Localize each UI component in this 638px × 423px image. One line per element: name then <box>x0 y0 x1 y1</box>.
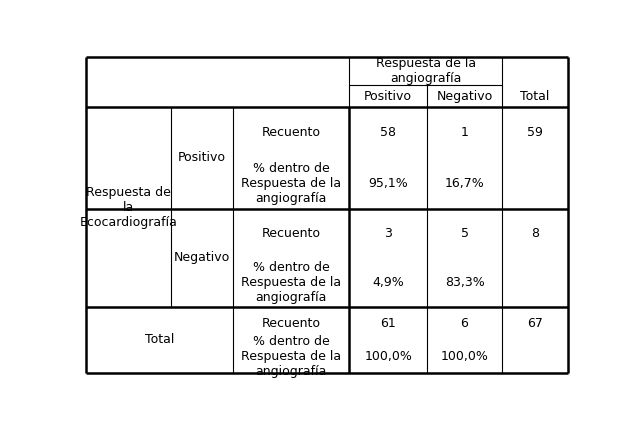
Text: 1: 1 <box>461 126 468 139</box>
Text: Recuento: Recuento <box>262 227 321 240</box>
Text: 83,3%: 83,3% <box>445 276 484 289</box>
Text: Negativo: Negativo <box>436 90 493 103</box>
Text: Positivo: Positivo <box>364 90 412 103</box>
Text: 100,0%: 100,0% <box>364 350 412 363</box>
Text: 8: 8 <box>531 227 539 240</box>
Text: 95,1%: 95,1% <box>368 177 408 190</box>
Text: Recuento: Recuento <box>262 126 321 139</box>
Text: 59: 59 <box>527 126 543 139</box>
Text: Respuesta de
la
Ecocardiografía: Respuesta de la Ecocardiografía <box>80 186 177 228</box>
Text: % dentro de
Respuesta de la
angiografía: % dentro de Respuesta de la angiografía <box>241 335 341 378</box>
Text: % dentro de
Respuesta de la
angiografía: % dentro de Respuesta de la angiografía <box>241 261 341 304</box>
Text: 4,9%: 4,9% <box>373 276 404 289</box>
Text: 58: 58 <box>380 126 396 139</box>
Text: Total: Total <box>145 333 174 346</box>
Text: % dentro de
Respuesta de la
angiografía: % dentro de Respuesta de la angiografía <box>241 162 341 205</box>
Text: Positivo: Positivo <box>178 151 226 164</box>
Text: 5: 5 <box>461 227 468 240</box>
Text: Negativo: Negativo <box>174 251 230 264</box>
Text: 16,7%: 16,7% <box>445 177 484 190</box>
Text: 67: 67 <box>527 317 543 330</box>
Text: 61: 61 <box>380 317 396 330</box>
Text: Total: Total <box>521 90 550 103</box>
Text: Recuento: Recuento <box>262 317 321 330</box>
Text: 6: 6 <box>461 317 468 330</box>
Text: 3: 3 <box>384 227 392 240</box>
Text: Respuesta de la
angiografía: Respuesta de la angiografía <box>376 57 476 85</box>
Text: 100,0%: 100,0% <box>441 350 489 363</box>
